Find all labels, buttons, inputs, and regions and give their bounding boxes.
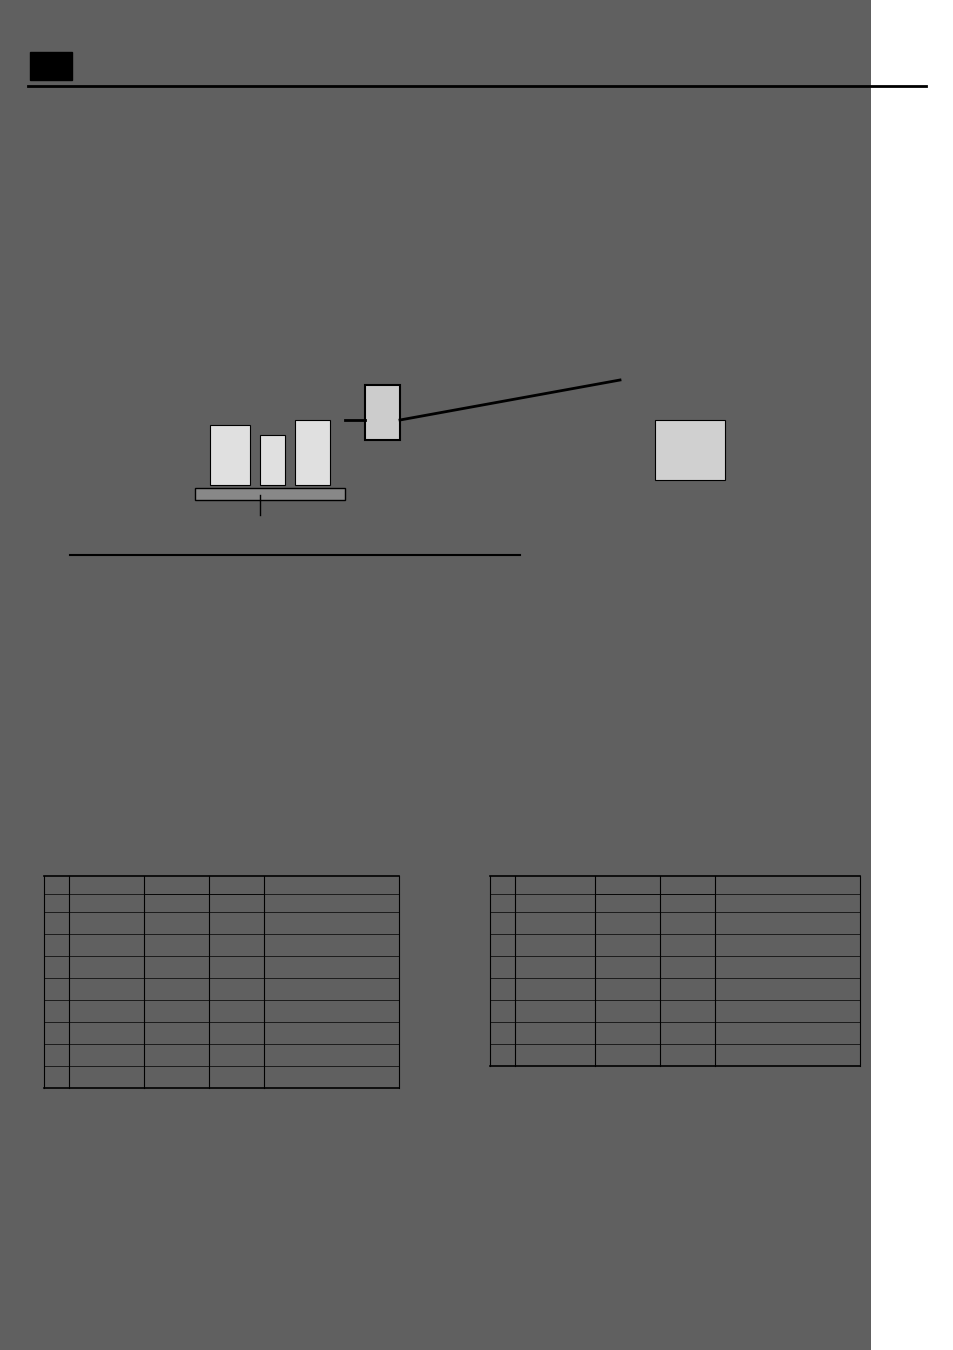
Text: Puesto que el audio cambia automáticamente a [ANALOG] al seleccionar [D-SUB], la: Puesto que el audio cambia automáticamen… (60, 254, 743, 265)
Text: D-SUB/YPbPr IN: D-SUB/YPbPr IN (194, 510, 264, 518)
Text: 1280 x 800: 1280 x 800 (77, 1027, 135, 1037)
Text: 9: 9 (498, 917, 505, 927)
Text: (2)  Seleccione [D-SUB] mediante el botón INPUT del monitor o el botón D-SUB del: (2) Seleccione [D-SUB] mediante el botón… (60, 188, 765, 197)
Text: Resolución: Resolución (80, 882, 132, 891)
Text: 1400 x 1050: 1400 x 1050 (522, 940, 587, 949)
Text: Conecte un cable de audio (mini estéreo de ø 3,5 mm) (disponible por separado) a: Conecte un cable de audio (mini estéreo … (60, 240, 685, 251)
Text: 60 Hz: 60 Hz (221, 1071, 251, 1081)
Text: distorsionados. Puede que las imágenes no se visualicen correctamente en función: distorsionados. Puede que las imágenes n… (44, 1138, 778, 1149)
Text: 4: 4 (53, 983, 60, 994)
Text: Español: Español (927, 593, 941, 648)
Text: 37,9 kHz: 37,9 kHz (153, 940, 199, 949)
Text: ANALOG IN: ANALOG IN (44, 540, 91, 549)
Text: Cable de audio (mini estéreo de ø 3,5 mm): Cable de audio (mini estéreo de ø 3,5 mm… (160, 566, 370, 575)
Text: 47,8 kHz: 47,8 kHz (153, 1004, 199, 1015)
Text: 65,3 kHz: 65,3 kHz (604, 940, 650, 949)
Text: conectando el cable.: conectando el cable. (60, 269, 175, 278)
Text: Monitor LCD (Parte trasera): Monitor LCD (Parte trasera) (214, 306, 349, 316)
Bar (260, 435, 285, 485)
Text: 60 Hz: 60 Hz (672, 917, 701, 927)
Text: 47,7 kHz: 47,7 kHz (153, 1049, 199, 1058)
Text: 60 Hz: 60 Hz (672, 1049, 701, 1058)
Text: 64,0 kHz: 64,0 kHz (604, 917, 650, 927)
Text: 1280 x 720: 1280 x 720 (77, 983, 135, 994)
Bar (210, 425, 250, 485)
Text: Horizontal: Horizontal (152, 896, 201, 907)
FancyBboxPatch shape (30, 53, 71, 80)
Text: 5: 5 (53, 1004, 60, 1015)
Text: 60 Hz: 60 Hz (221, 961, 251, 971)
Bar (639, 329, 740, 490)
Text: 56,2 kHz: 56,2 kHz (604, 1004, 650, 1015)
Text: Frecuencia: Frecuencia (628, 882, 680, 891)
Text: 12: 12 (496, 983, 509, 994)
Text: 800 x 600: 800 x 600 (80, 940, 132, 949)
Text: 1: 1 (53, 917, 60, 927)
Text: P-4: P-4 (34, 59, 64, 77)
Text: Comentarios: Comentarios (300, 882, 362, 891)
Text: 640 x 480: 640 x 480 (80, 917, 132, 927)
Text: Español-21: Español-21 (446, 1320, 507, 1330)
Text: Vertical: Vertical (668, 896, 705, 907)
Text: <Temporizador definido de fábrica>: <Temporizador definido de fábrica> (44, 856, 269, 867)
Text: a mini D-SUB de 15 clavijas): a mini D-SUB de 15 clavijas) (379, 335, 518, 346)
Text: Frecuencia: Frecuencia (177, 882, 230, 891)
Text: 50 Hz: 50 Hz (672, 1004, 701, 1015)
Text: 60 Hz: 60 Hz (221, 983, 251, 994)
Text: Comentarios: Comentarios (756, 882, 818, 891)
Text: 55,9 kHz: 55,9 kHz (153, 1071, 199, 1081)
Text: 8: 8 (53, 1071, 60, 1081)
Text: 60 Hz: 60 Hz (221, 1049, 251, 1058)
Text: 48,4 kHz: 48,4 kHz (153, 961, 199, 971)
Text: 60 Hz: 60 Hz (221, 940, 251, 949)
Text: 10: 10 (496, 940, 509, 949)
Text: 1360 x 768: 1360 x 768 (77, 1049, 135, 1058)
Text: 67,5 kHz: 67,5 kHz (604, 1027, 650, 1037)
Text: Monitor LCD: Monitor LCD (44, 292, 104, 302)
Text: Procedimiento de conexión (continúa): Procedimiento de conexión (continúa) (82, 58, 501, 77)
Text: (de mini D-SUB de 15 clavijas: (de mini D-SUB de 15 clavijas (379, 325, 524, 335)
Bar (194, 360, 345, 490)
Text: 15: 15 (496, 1049, 509, 1058)
Text: El monitor distingue automáticamente las cadencias que se muestran en la tabla a: El monitor distingue automáticamente las… (44, 810, 745, 821)
Text: 1680 x 1050: 1680 x 1050 (522, 961, 587, 971)
Text: en que se realiza la selección, el audio cambia automáticamente a [ANALOG].: en que se realiza la selección, el audio… (75, 201, 511, 212)
Text: 1280 x 1024: 1280 x 1024 (521, 917, 587, 927)
Text: 31,5 kHz: 31,5 kHz (153, 917, 199, 927)
Text: IN.: IN. (75, 171, 91, 182)
Text: 1280 x 768: 1280 x 768 (77, 1004, 135, 1015)
Text: 60 Hz: 60 Hz (221, 1027, 251, 1037)
Text: 60 Hz: 60 Hz (672, 1027, 701, 1037)
Text: Conexión analógica:: Conexión analógica: (44, 140, 177, 153)
Bar (194, 487, 345, 500)
Text: 60 Hz: 60 Hz (672, 983, 701, 994)
Text: 60 Hz: 60 Hz (672, 961, 701, 971)
Text: 60 Hz: 60 Hz (672, 940, 701, 949)
Text: 3: 3 (53, 961, 60, 971)
Text: Cuando la señal de entrada es diferente a 1920 x 1080, puede que los caracteres : Cuando la señal de entrada es diferente … (44, 1125, 739, 1134)
Text: 60 Hz: 60 Hz (221, 917, 251, 927)
Text: (RGB analógico): (RGB analógico) (762, 298, 841, 309)
Text: (vista lateral): (vista lateral) (44, 302, 110, 312)
Text: página en la que se describe CONFIG. AUTOMÁTICA/AUTO AJUSTE.: página en la que se describe CONFIG. AUT… (44, 838, 414, 850)
Text: A la salida D-SUB: A la salida D-SUB (534, 336, 612, 346)
Text: •: • (50, 240, 57, 252)
Text: 11: 11 (496, 961, 509, 971)
Text: 1920 x 1200: 1920 x 1200 (522, 1049, 587, 1058)
Text: 75,0 kHz: 75,0 kHz (604, 983, 650, 994)
Text: Vertical: Vertical (218, 896, 254, 907)
Bar (907, 560, 947, 680)
Text: 2: 2 (53, 940, 60, 949)
Text: 45,0 kHz: 45,0 kHz (153, 983, 199, 994)
Text: 7: 7 (53, 1049, 60, 1058)
Text: Resolución: Resolución (528, 882, 580, 891)
Text: 60 Hz: 60 Hz (221, 1004, 251, 1015)
Text: NOTA:: NOTA: (44, 1108, 86, 1120)
Bar (365, 385, 399, 440)
Text: 1920 x 1080: 1920 x 1080 (522, 1027, 587, 1037)
Text: 14: 14 (496, 1027, 509, 1037)
Text: Temporizador recomendado: Temporizador recomendado (718, 1027, 853, 1037)
Bar (35, 315, 53, 490)
